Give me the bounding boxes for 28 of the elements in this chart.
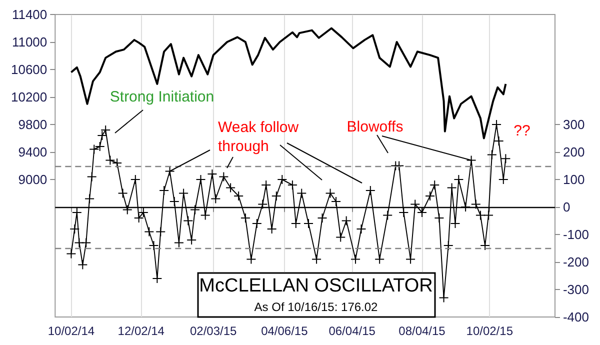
y-tick-label: 11400 [12,7,48,22]
y2-tick-label: 0 [562,200,570,214]
annotation: Strong Initiation [110,88,214,106]
y-tick-label: 9800 [18,117,48,132]
x-tick-label: 04/06/15 [261,324,308,338]
y2-tick-label: 100 [562,172,585,187]
x-tick-label: 02/03/15 [190,324,238,338]
y2-tick-label: -400 [562,310,590,324]
y-tick-label: 9400 [18,144,48,160]
text: McCLELLAN OSCILLATOR [199,276,433,296]
annotation: Weak follow through [218,119,299,155]
annotation: ?? [514,122,530,140]
y2-tick-label: 300 [562,117,585,132]
y-tick-label: 10600 [10,62,48,77]
y2-tick-label: -300 [562,282,590,297]
y2-tick-label: -100 [562,227,590,242]
y-tick-label: 11000 [12,34,48,50]
annotation: Blowoffs [346,118,404,136]
y-tick-label: 9000 [18,172,48,187]
x-tick-label: 10/02/14 [48,324,95,338]
x-tick-label: 10/02/15 [466,324,514,338]
y2-tick-label: -200 [562,254,590,270]
x-tick-label: 12/02/14 [118,324,165,338]
y-tick-label: 10200 [10,90,48,104]
text: As Of 10/16/15: 176.02 [254,300,378,314]
y2-tick-label: 200 [562,144,585,160]
x-tick-label: 06/04/15 [328,324,376,338]
x-tick-label: 08/04/15 [398,324,446,338]
